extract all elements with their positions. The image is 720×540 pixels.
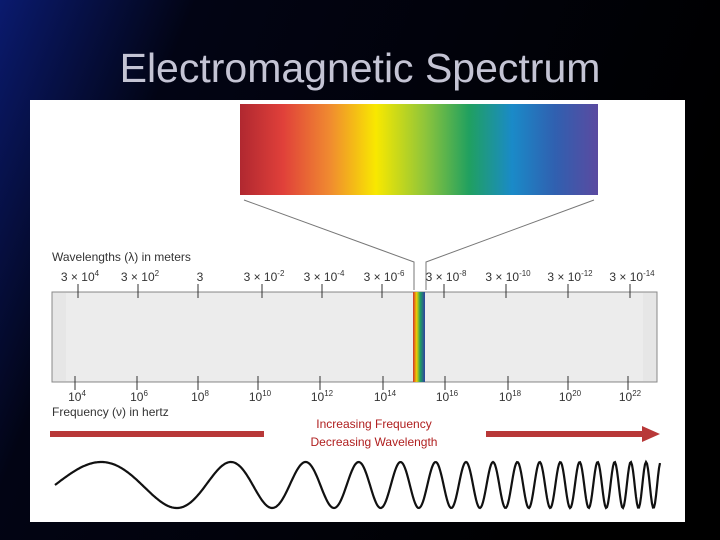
frequency-tick-label-base: 10 <box>619 390 633 404</box>
wavelength-tick-label-base: 3 × 10 <box>547 270 581 284</box>
wavelength-tick-label-base: 3 × 10 <box>609 270 643 284</box>
wavelength-tick-label-exponent: -4 <box>337 269 345 278</box>
frequency-tick-label-exponent: 4 <box>81 389 86 398</box>
arrow-right <box>486 431 644 437</box>
visible-spectrum <box>240 104 598 195</box>
wavelength-tick-label-exponent: -14 <box>643 269 655 278</box>
frequency-tick-label: 1018 <box>499 389 522 404</box>
frequency-tick-label-base: 10 <box>191 390 205 404</box>
wavelength-tick-label-exponent: -6 <box>397 269 405 278</box>
wavelength-tick-label: 3 × 10-12 <box>547 269 593 284</box>
wavelength-tick-label-exponent: -2 <box>277 269 285 278</box>
frequency-tick-label-exponent: 22 <box>632 389 641 398</box>
frequency-tick-label-exponent: 16 <box>449 389 458 398</box>
frequency-tick-label: 1014 <box>374 389 397 404</box>
frequency-tick-label-exponent: 14 <box>387 389 396 398</box>
wavelength-tick-label: 3 × 10-6 <box>364 269 405 284</box>
frequency-tick-label: 1020 <box>559 389 582 404</box>
frequency-label: Frequency (ν) in hertz <box>52 405 169 419</box>
frequency-tick-label: 106 <box>130 389 148 404</box>
wavelength-tick-label: 3 × 104 <box>61 269 100 284</box>
wavelength-tick-label-exponent: -8 <box>459 269 467 278</box>
frequency-tick-label-exponent: 8 <box>204 389 209 398</box>
frequency-tick-label-base: 10 <box>311 390 325 404</box>
frequency-tick-label-base: 10 <box>130 390 144 404</box>
wavelength-tick-label-base: 3 × 10 <box>244 270 278 284</box>
wavelength-tick-label-base: 3 × 10 <box>426 270 460 284</box>
frequency-tick-label-base: 10 <box>559 390 573 404</box>
wavelength-tick-label-exponent: 2 <box>155 269 160 278</box>
wavelength-tick-label-base: 3 × 10 <box>61 270 95 284</box>
frequency-tick-label-exponent: 10 <box>262 389 271 398</box>
wavelength-tick-label: 3 × 10-2 <box>244 269 285 284</box>
wavelength-tick-label-base: 3 × 10 <box>485 270 519 284</box>
frequency-tick-label-exponent: 20 <box>572 389 581 398</box>
slide-title: Electromagnetic Spectrum <box>120 45 601 91</box>
frequency-tick-label: 1010 <box>249 389 272 404</box>
wavelength-tick-label: 3 × 10-14 <box>609 269 655 284</box>
wave <box>54 459 662 510</box>
frequency-tick-label-exponent: 12 <box>324 389 333 398</box>
frequency-tick-label: 1016 <box>436 389 459 404</box>
wavelength-tick-label: 3 × 10-4 <box>304 269 345 284</box>
arrow-head <box>642 426 660 442</box>
wavelength-tick-label-base: 3 × 10 <box>121 270 155 284</box>
spectrum-inner <box>66 293 643 381</box>
wavelength-tick-label-base: 3 <box>197 270 204 284</box>
frequency-tick-label: 1022 <box>619 389 642 404</box>
wavelength-tick-label: 3 × 10-10 <box>485 269 531 284</box>
frequency-tick-label: 1012 <box>311 389 334 404</box>
visible-strip <box>413 292 425 382</box>
wavelength-tick-label: 3 × 102 <box>121 269 160 284</box>
wavelength-label: Wavelengths (λ) in meters <box>52 250 191 264</box>
frequency-tick-label-base: 10 <box>249 390 263 404</box>
frequency-tick-label: 108 <box>191 389 209 404</box>
frequency-tick-label-exponent: 6 <box>143 389 148 398</box>
wavelength-tick-label-exponent: -12 <box>581 269 593 278</box>
frequency-tick-label-base: 10 <box>499 390 513 404</box>
arrow-left <box>50 431 264 437</box>
arrow-text: Increasing Frequency <box>316 417 431 431</box>
wavelength-tick-label: 3 <box>197 270 204 284</box>
zoom-line <box>425 199 595 290</box>
wavelength-tick-label-base: 3 × 10 <box>304 270 338 284</box>
frequency-tick-label: 104 <box>68 389 86 404</box>
arrow-text: Decreasing Wavelength <box>311 435 438 449</box>
wavelength-tick-label-base: 3 × 10 <box>364 270 398 284</box>
wavelength-tick-label: 3 × 10-8 <box>426 269 467 284</box>
frequency-tick-label-base: 10 <box>68 390 82 404</box>
zoom-line <box>243 199 415 290</box>
frequency-tick-label-base: 10 <box>374 390 388 404</box>
frequency-tick-label-base: 10 <box>436 390 450 404</box>
wavelength-tick-label-exponent: 4 <box>95 269 100 278</box>
wavelength-tick-label-exponent: -10 <box>519 269 531 278</box>
frequency-tick-label-exponent: 18 <box>512 389 521 398</box>
